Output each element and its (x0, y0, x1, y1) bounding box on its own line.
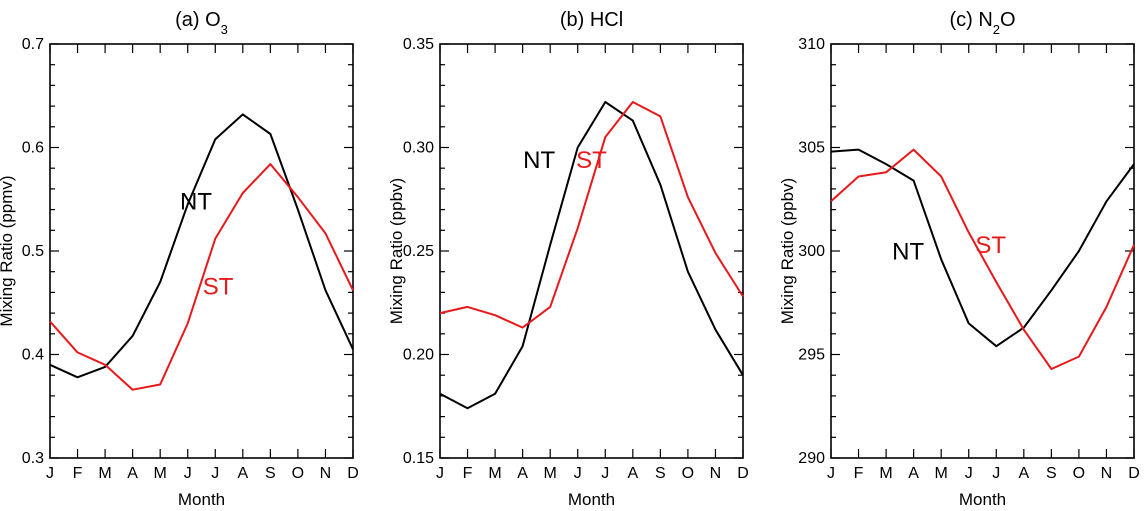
x-axis-label: Month (568, 490, 615, 509)
series-line-nt (830, 148, 1135, 348)
x-tick-label: S (265, 465, 276, 482)
x-axis-label: Month (178, 490, 225, 509)
series-line-nt (439, 101, 744, 410)
x-tick-label: J (46, 465, 54, 482)
x-tick-label: A (627, 465, 638, 482)
y-tick-label: 310 (798, 36, 825, 53)
y-tick-label: 0.25 (403, 243, 434, 260)
chart-title-text: (a) O (175, 9, 221, 31)
x-tick-label: N (320, 465, 332, 482)
x-tick-label: M (935, 465, 948, 482)
y-axis-label: Mixing Ratio (ppbv) (387, 178, 406, 324)
chart-title: (b) HCl (560, 9, 623, 31)
x-tick-label: J (184, 465, 192, 482)
y-tick-label: 290 (798, 450, 825, 467)
chart-title-text: (c) N (949, 9, 992, 31)
x-tick-label: A (908, 465, 919, 482)
x-tick-label: A (1018, 465, 1029, 482)
x-tick-label: F (73, 465, 83, 482)
x-tick-label: J (601, 465, 609, 482)
x-tick-label: M (879, 465, 892, 482)
x-tick-label: M (154, 465, 167, 482)
x-tick-label: S (1046, 465, 1057, 482)
x-tick-label: J (436, 465, 444, 482)
x-tick-label: F (854, 465, 864, 482)
x-tick-label: J (211, 465, 219, 482)
x-tick-label: D (347, 465, 359, 482)
series-label-nt: NT (523, 147, 555, 174)
x-axis-label: Month (959, 490, 1006, 509)
series-label-nt: NT (180, 189, 212, 216)
y-tick-label: 0.35 (403, 36, 434, 53)
x-tick-label: M (488, 465, 501, 482)
x-tick-label: O (292, 465, 304, 482)
chart-title-subscript: 2 (993, 22, 1000, 37)
x-tick-label: N (710, 465, 722, 482)
chart-title-text: (b) HCl (560, 9, 623, 31)
x-tick-label: O (682, 465, 694, 482)
x-tick-label: D (737, 465, 749, 482)
y-tick-label: 305 (798, 140, 825, 157)
x-tick-label: D (1128, 465, 1140, 482)
chart-title-subscript: 3 (221, 22, 228, 37)
x-tick-label: M (544, 465, 557, 482)
y-tick-label: 300 (798, 243, 825, 260)
x-tick-label: A (237, 465, 248, 482)
y-tick-label: 0.5 (22, 243, 44, 260)
y-tick-label: 0.7 (22, 36, 44, 53)
chart-title: (a) O3 (175, 9, 228, 37)
x-tick-label: N (1101, 465, 1113, 482)
y-tick-label: 0.6 (22, 140, 44, 157)
series-label-st: ST (975, 232, 1006, 259)
x-tick-label: O (1073, 465, 1085, 482)
y-axis-label: Mixing Ratio (ppmv) (0, 175, 16, 326)
x-tick-label: A (517, 465, 528, 482)
x-tick-label: J (965, 465, 973, 482)
x-tick-label: S (655, 465, 666, 482)
x-tick-label: J (574, 465, 582, 482)
chart-title: (c) N2O (949, 9, 1015, 37)
y-axis-label: Mixing Ratio (ppbv) (778, 178, 797, 324)
y-tick-label: 0.3 (22, 450, 44, 467)
y-tick-label: 0.30 (403, 140, 434, 157)
chart-title-suffix: O (1000, 9, 1016, 31)
x-tick-label: J (992, 465, 1000, 482)
x-tick-label: J (827, 465, 835, 482)
y-tick-label: 295 (798, 347, 825, 364)
series-label-st: ST (203, 273, 234, 300)
plot-frame (439, 43, 744, 459)
series-line-st (830, 148, 1135, 370)
panels: (a) O30.30.40.50.60.7J F M A M J J A S O N DMonthMi… (0, 9, 1140, 509)
x-tick-label: F (463, 465, 473, 482)
y-tick-label: 0.15 (403, 450, 434, 467)
series-line-st (49, 163, 354, 391)
plot-frame (49, 43, 354, 459)
y-tick-label: 0.4 (22, 347, 44, 364)
series-line-nt (49, 113, 354, 379)
chart-panel-1: (a) O30.30.40.50.60.7J F M A M J J A S O N DMonthMi… (0, 9, 359, 509)
y-tick-label: 0.20 (403, 347, 434, 364)
series-label-nt: NT (892, 238, 924, 265)
x-tick-label: A (127, 465, 138, 482)
series-label-st: ST (576, 147, 607, 174)
x-tick-label: M (98, 465, 111, 482)
series-line-st (439, 101, 744, 329)
